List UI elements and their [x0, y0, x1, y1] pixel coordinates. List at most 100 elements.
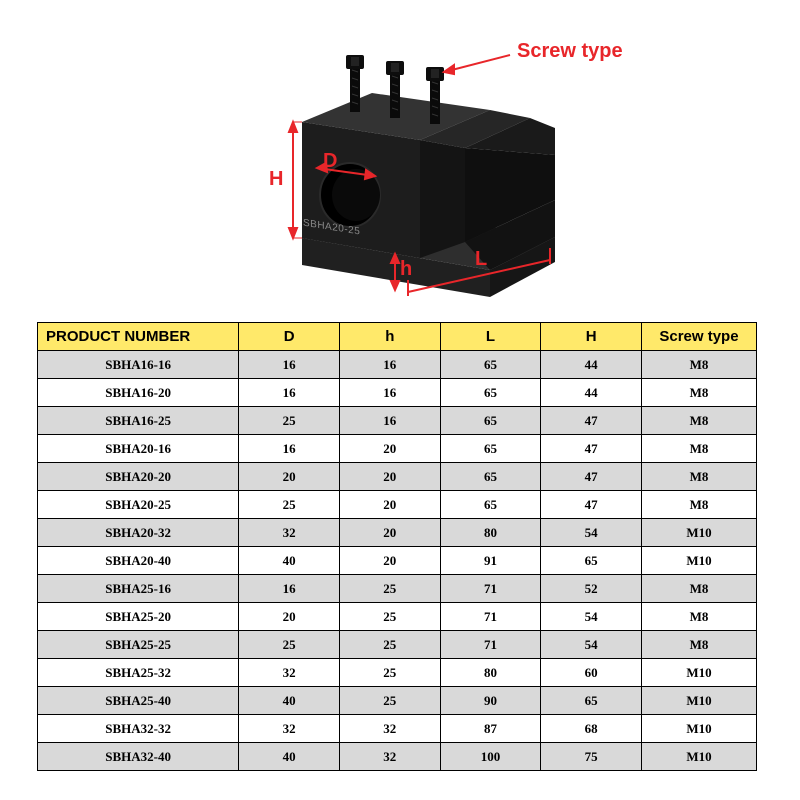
- table-cell: SBHA32-40: [38, 743, 239, 771]
- table-cell: SBHA25-40: [38, 687, 239, 715]
- table-cell: 16: [239, 575, 340, 603]
- table-cell: 65: [541, 687, 642, 715]
- table-cell: 16: [339, 351, 440, 379]
- table-row: SBHA32-3232328768M10: [38, 715, 757, 743]
- table-cell: 25: [239, 407, 340, 435]
- table-row: SBHA25-2020257154M8: [38, 603, 757, 631]
- table-cell: 47: [541, 407, 642, 435]
- table-row: SBHA20-1616206547M8: [38, 435, 757, 463]
- table-cell: M10: [641, 743, 756, 771]
- spec-table-body: SBHA16-1616166544M8SBHA16-2016166544M8SB…: [38, 351, 757, 771]
- table-cell: 100: [440, 743, 541, 771]
- table-cell: 20: [239, 603, 340, 631]
- table-cell: 25: [239, 631, 340, 659]
- table-cell: 40: [239, 547, 340, 575]
- table-cell: M8: [641, 603, 756, 631]
- table-cell: 16: [239, 435, 340, 463]
- table-cell: M8: [641, 379, 756, 407]
- table-cell: SBHA16-16: [38, 351, 239, 379]
- table-cell: SBHA20-16: [38, 435, 239, 463]
- table-cell: M10: [641, 687, 756, 715]
- table-cell: 32: [239, 715, 340, 743]
- table-cell: M8: [641, 575, 756, 603]
- table-cell: 25: [339, 687, 440, 715]
- table-cell: SBHA25-20: [38, 603, 239, 631]
- table-row: SBHA20-4040209165M10: [38, 547, 757, 575]
- table-cell: 25: [339, 603, 440, 631]
- table-cell: 60: [541, 659, 642, 687]
- table-cell: M8: [641, 491, 756, 519]
- table-cell: M10: [641, 715, 756, 743]
- table-cell: 32: [239, 519, 340, 547]
- table-cell: 16: [239, 379, 340, 407]
- table-cell: M8: [641, 631, 756, 659]
- table-cell: 40: [239, 687, 340, 715]
- spec-table-container: PRODUCT NUMBERDhLHScrew type SBHA16-1616…: [37, 322, 757, 771]
- table-cell: 91: [440, 547, 541, 575]
- table-cell: 71: [440, 631, 541, 659]
- table-cell: 65: [440, 351, 541, 379]
- table-cell: 54: [541, 603, 642, 631]
- table-cell: 68: [541, 715, 642, 743]
- table-cell: 20: [239, 463, 340, 491]
- table-cell: 71: [440, 575, 541, 603]
- table-cell: 25: [239, 491, 340, 519]
- table-cell: SBHA25-25: [38, 631, 239, 659]
- table-cell: 54: [541, 631, 642, 659]
- table-cell: 54: [541, 519, 642, 547]
- table-cell: M10: [641, 519, 756, 547]
- table-cell: 32: [339, 743, 440, 771]
- table-cell: M8: [641, 407, 756, 435]
- table-cell: M8: [641, 435, 756, 463]
- table-cell: 44: [541, 379, 642, 407]
- table-cell: 47: [541, 435, 642, 463]
- table-row: SBHA16-2525166547M8: [38, 407, 757, 435]
- table-cell: 40: [239, 743, 340, 771]
- col-header: h: [339, 323, 440, 351]
- table-cell: 16: [239, 351, 340, 379]
- dim-h-upper: H: [269, 168, 283, 191]
- table-cell: 32: [339, 715, 440, 743]
- table-cell: SBHA32-32: [38, 715, 239, 743]
- table-cell: M8: [641, 351, 756, 379]
- table-cell: M10: [641, 547, 756, 575]
- table-cell: M10: [641, 659, 756, 687]
- table-row: SBHA25-3232258060M10: [38, 659, 757, 687]
- table-cell: 80: [440, 659, 541, 687]
- table-row: SBHA16-1616166544M8: [38, 351, 757, 379]
- table-row: SBHA20-2525206547M8: [38, 491, 757, 519]
- table-cell: SBHA20-20: [38, 463, 239, 491]
- tool-block: [302, 55, 555, 297]
- table-row: SBHA20-2020206547M8: [38, 463, 757, 491]
- table-cell: M8: [641, 463, 756, 491]
- table-cell: 20: [339, 435, 440, 463]
- table-row: SBHA32-40403210075M10: [38, 743, 757, 771]
- table-cell: 80: [440, 519, 541, 547]
- table-row: SBHA25-2525257154M8: [38, 631, 757, 659]
- dim-l: L: [475, 248, 487, 271]
- table-row: SBHA25-1616257152M8: [38, 575, 757, 603]
- table-row: SBHA20-3232208054M10: [38, 519, 757, 547]
- table-cell: 75: [541, 743, 642, 771]
- table-cell: SBHA20-40: [38, 547, 239, 575]
- dim-d: D: [323, 150, 337, 173]
- table-cell: 47: [541, 491, 642, 519]
- col-header: H: [541, 323, 642, 351]
- spec-table: PRODUCT NUMBERDhLHScrew type SBHA16-1616…: [37, 322, 757, 771]
- table-cell: SBHA20-25: [38, 491, 239, 519]
- table-cell: 65: [440, 491, 541, 519]
- table-cell: 25: [339, 659, 440, 687]
- table-cell: 65: [440, 379, 541, 407]
- table-cell: SBHA16-25: [38, 407, 239, 435]
- table-cell: 25: [339, 575, 440, 603]
- table-cell: 16: [339, 407, 440, 435]
- table-cell: 16: [339, 379, 440, 407]
- dim-h-lower: h: [400, 258, 412, 281]
- table-cell: SBHA16-20: [38, 379, 239, 407]
- table-cell: 20: [339, 491, 440, 519]
- table-cell: 71: [440, 603, 541, 631]
- table-cell: 20: [339, 547, 440, 575]
- table-row: SBHA25-4040259065M10: [38, 687, 757, 715]
- table-cell: 65: [541, 547, 642, 575]
- table-cell: 52: [541, 575, 642, 603]
